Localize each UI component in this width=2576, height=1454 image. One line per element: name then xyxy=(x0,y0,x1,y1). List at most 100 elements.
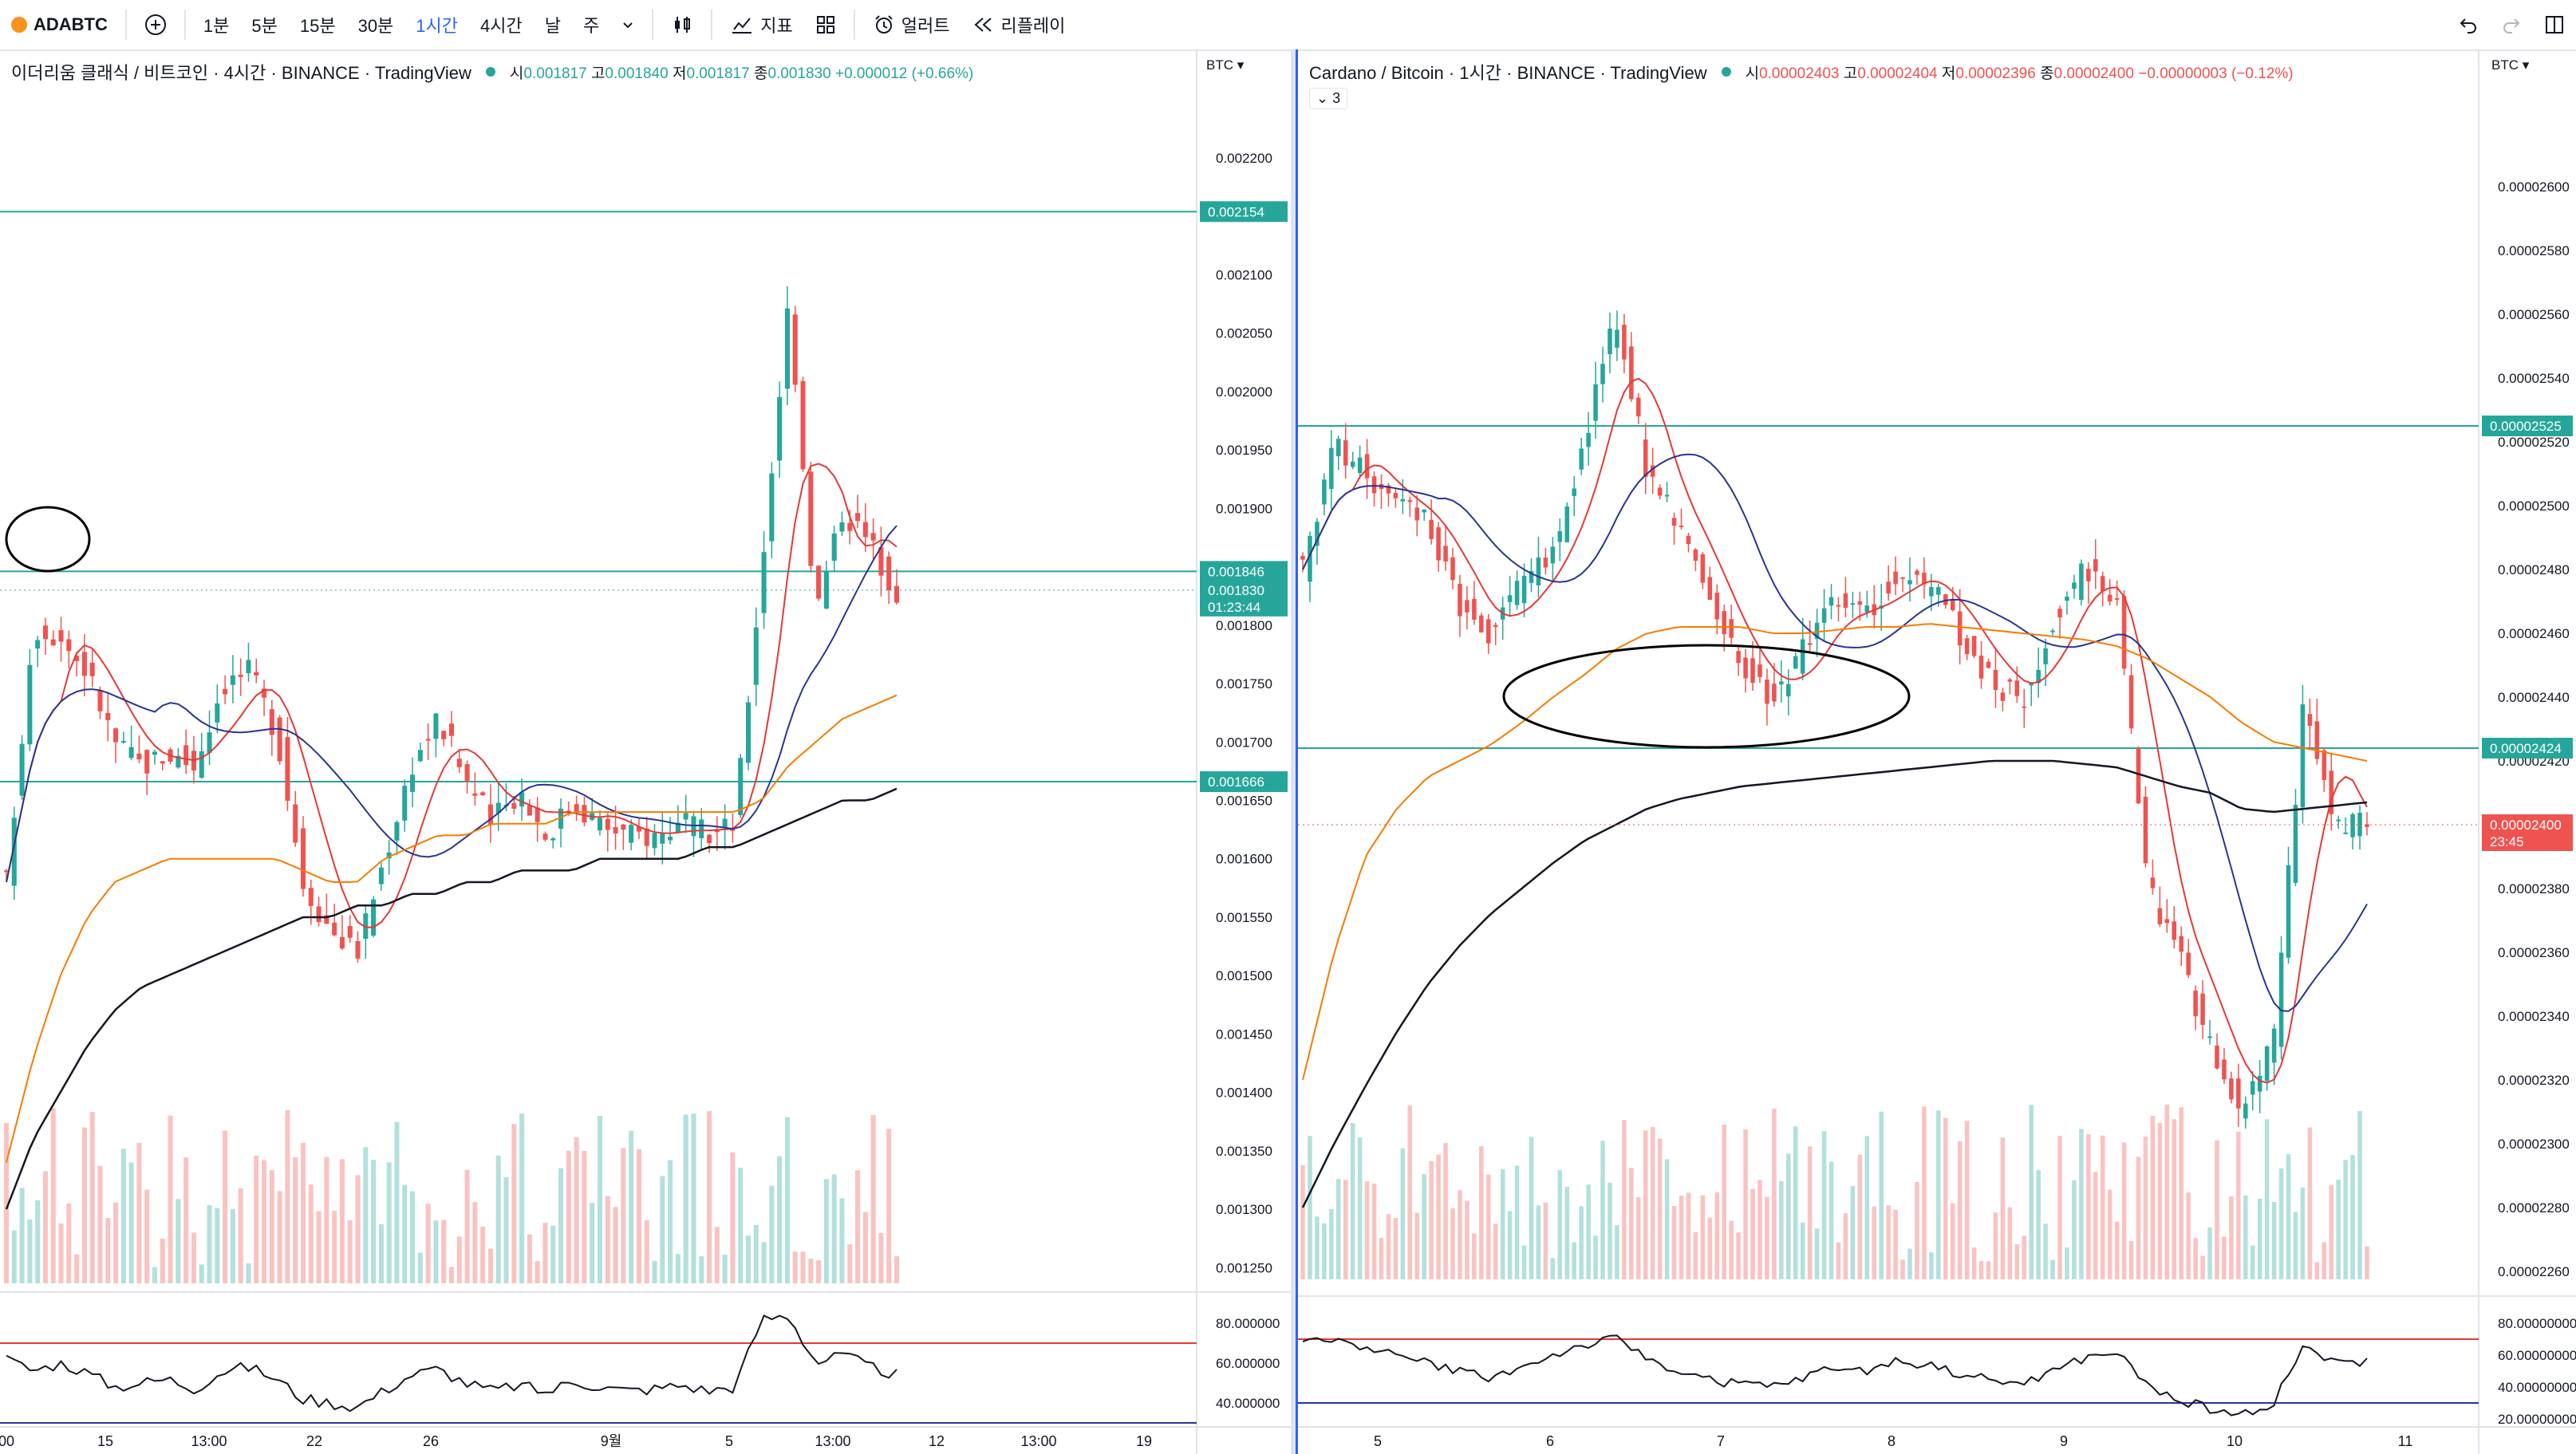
volume-bar xyxy=(839,1198,845,1283)
volume-bar xyxy=(2036,1169,2041,1279)
volume-bar xyxy=(1550,1258,1556,1279)
grid-icon xyxy=(816,16,834,33)
interval-30m[interactable]: 30분 xyxy=(357,16,394,36)
volume-bar xyxy=(2365,1246,2369,1279)
volume-bar xyxy=(2200,1255,2205,1279)
volume-bar xyxy=(2079,1129,2084,1279)
volume-bar xyxy=(566,1150,571,1283)
volume-bar xyxy=(1579,1206,1584,1279)
candle-body xyxy=(1729,619,1734,638)
candle-body xyxy=(1821,608,1827,623)
volume-bar xyxy=(1315,1216,1320,1279)
interval-week[interactable]: 주 xyxy=(582,16,600,36)
volume-bar xyxy=(792,1251,798,1283)
volume-bar xyxy=(1615,1225,1619,1279)
add-symbol-button[interactable] xyxy=(133,0,178,49)
candle-body xyxy=(448,723,455,736)
volume-bar xyxy=(199,1264,204,1283)
volume-bar xyxy=(230,1208,235,1283)
volume-bar xyxy=(1593,1235,1598,1279)
interval-4h[interactable]: 4시간 xyxy=(480,16,523,36)
candle-body xyxy=(2043,648,2048,664)
candle-body xyxy=(2072,582,2077,589)
interval-1h[interactable]: 1시간 xyxy=(416,16,459,36)
volume-bar xyxy=(238,1188,243,1283)
candle-body xyxy=(1807,643,1813,645)
last-price-label: 0.001830 xyxy=(1208,583,1264,598)
right-chart-svg[interactable]: 0.00002600 0.00002580 0.00002560 0.00002540… xyxy=(1298,51,2576,1454)
undo-button[interactable] xyxy=(2447,0,2490,49)
volume-bar xyxy=(519,1113,525,1283)
candle-body xyxy=(1536,557,1541,585)
chart-type-button[interactable] xyxy=(660,0,704,49)
volume-bar xyxy=(1371,1183,1377,1279)
alert-button[interactable]: 얼러트 xyxy=(862,0,961,49)
volume-bar xyxy=(668,1160,673,1283)
undo-icon xyxy=(2460,18,2476,33)
candle-body xyxy=(1443,546,1448,562)
volume-bar xyxy=(535,1261,540,1283)
candle-body xyxy=(1329,447,1334,490)
indicators-collapse-toggle[interactable]: ⌄ 3 xyxy=(1309,88,1348,109)
candle-body xyxy=(332,922,337,936)
candle-body xyxy=(519,792,525,807)
pane-divider[interactable] xyxy=(1291,49,1296,1454)
right-chart-pane[interactable]: 0.00002600 0.00002580 0.00002560 0.00002540… xyxy=(1298,51,2576,1454)
layout-button[interactable] xyxy=(2533,0,2576,49)
candle-body xyxy=(2193,991,2198,1017)
interval-dropdown[interactable] xyxy=(610,0,645,49)
volume-bar xyxy=(597,1115,603,1283)
volume-bar xyxy=(636,1149,641,1283)
volume-bar xyxy=(1650,1126,1655,1279)
volume-bar xyxy=(441,1220,447,1283)
candle-body xyxy=(1893,571,1898,585)
volume-bar xyxy=(1357,1137,1363,1279)
candle-body xyxy=(2343,832,2348,834)
candle-body xyxy=(1929,587,1934,597)
volume-bar xyxy=(2065,1247,2069,1279)
rsi-line xyxy=(6,1314,897,1413)
time-tick-label: 7 xyxy=(1717,1433,1725,1449)
volume-bar xyxy=(1493,1223,1498,1279)
candle-body xyxy=(862,522,868,538)
volume-bar xyxy=(97,1165,103,1283)
candle-body xyxy=(308,888,314,906)
candle-body xyxy=(1964,638,1970,655)
candle-body xyxy=(1986,661,1991,668)
redo-button[interactable] xyxy=(2490,0,2533,49)
candle-body xyxy=(464,764,470,782)
symbol-search[interactable]: ADABTC xyxy=(0,0,119,49)
interval-day[interactable]: 날 xyxy=(544,16,561,36)
right-title: Cardano / Bitcoin · 1시간 · BINANCE · Trad… xyxy=(1309,63,1707,83)
market-status-icon xyxy=(485,67,495,77)
indicators-button[interactable]: 지표 xyxy=(719,0,803,49)
volume-bar xyxy=(574,1137,579,1283)
volume-bar xyxy=(629,1130,634,1283)
volume-bar xyxy=(2000,1137,2006,1279)
interval-1m[interactable]: 1분 xyxy=(203,16,230,36)
candle-body xyxy=(2243,1103,2248,1119)
time-tick-label: 6 xyxy=(1546,1433,1554,1449)
left-chart-svg[interactable]: 0.0022000.0021500.0021000.0020500.002000… xyxy=(0,51,1291,1454)
interval-5m[interactable]: 5분 xyxy=(251,16,278,36)
volume-bar xyxy=(1743,1129,1748,1279)
volume-bar xyxy=(2286,1154,2291,1279)
volume-bar xyxy=(42,1171,48,1283)
candle-body xyxy=(1393,493,1398,498)
volume-bar xyxy=(417,1252,423,1283)
candle-body xyxy=(1857,601,1863,605)
volume-bar xyxy=(1850,1186,1856,1279)
volume-bar xyxy=(2029,1105,2034,1279)
volume-bar xyxy=(613,1207,618,1283)
time-tick-label: 10 xyxy=(2227,1433,2243,1449)
volume-bar xyxy=(1443,1143,1448,1279)
left-currency-selector[interactable]: BTC ▾ xyxy=(1206,57,1245,73)
volume-bar xyxy=(761,1242,767,1283)
candle-body xyxy=(1357,457,1363,473)
left-chart-pane[interactable]: 0.0022000.0021500.0021000.0020500.002000… xyxy=(0,51,1291,1454)
price-tick-label: 0.001900 xyxy=(1216,501,1272,516)
replay-button[interactable]: 리플레이 xyxy=(961,0,1076,49)
templates-button[interactable] xyxy=(804,0,847,49)
interval-15m[interactable]: 15분 xyxy=(299,16,336,36)
right-currency-selector[interactable]: BTC ▾ xyxy=(2491,57,2530,73)
